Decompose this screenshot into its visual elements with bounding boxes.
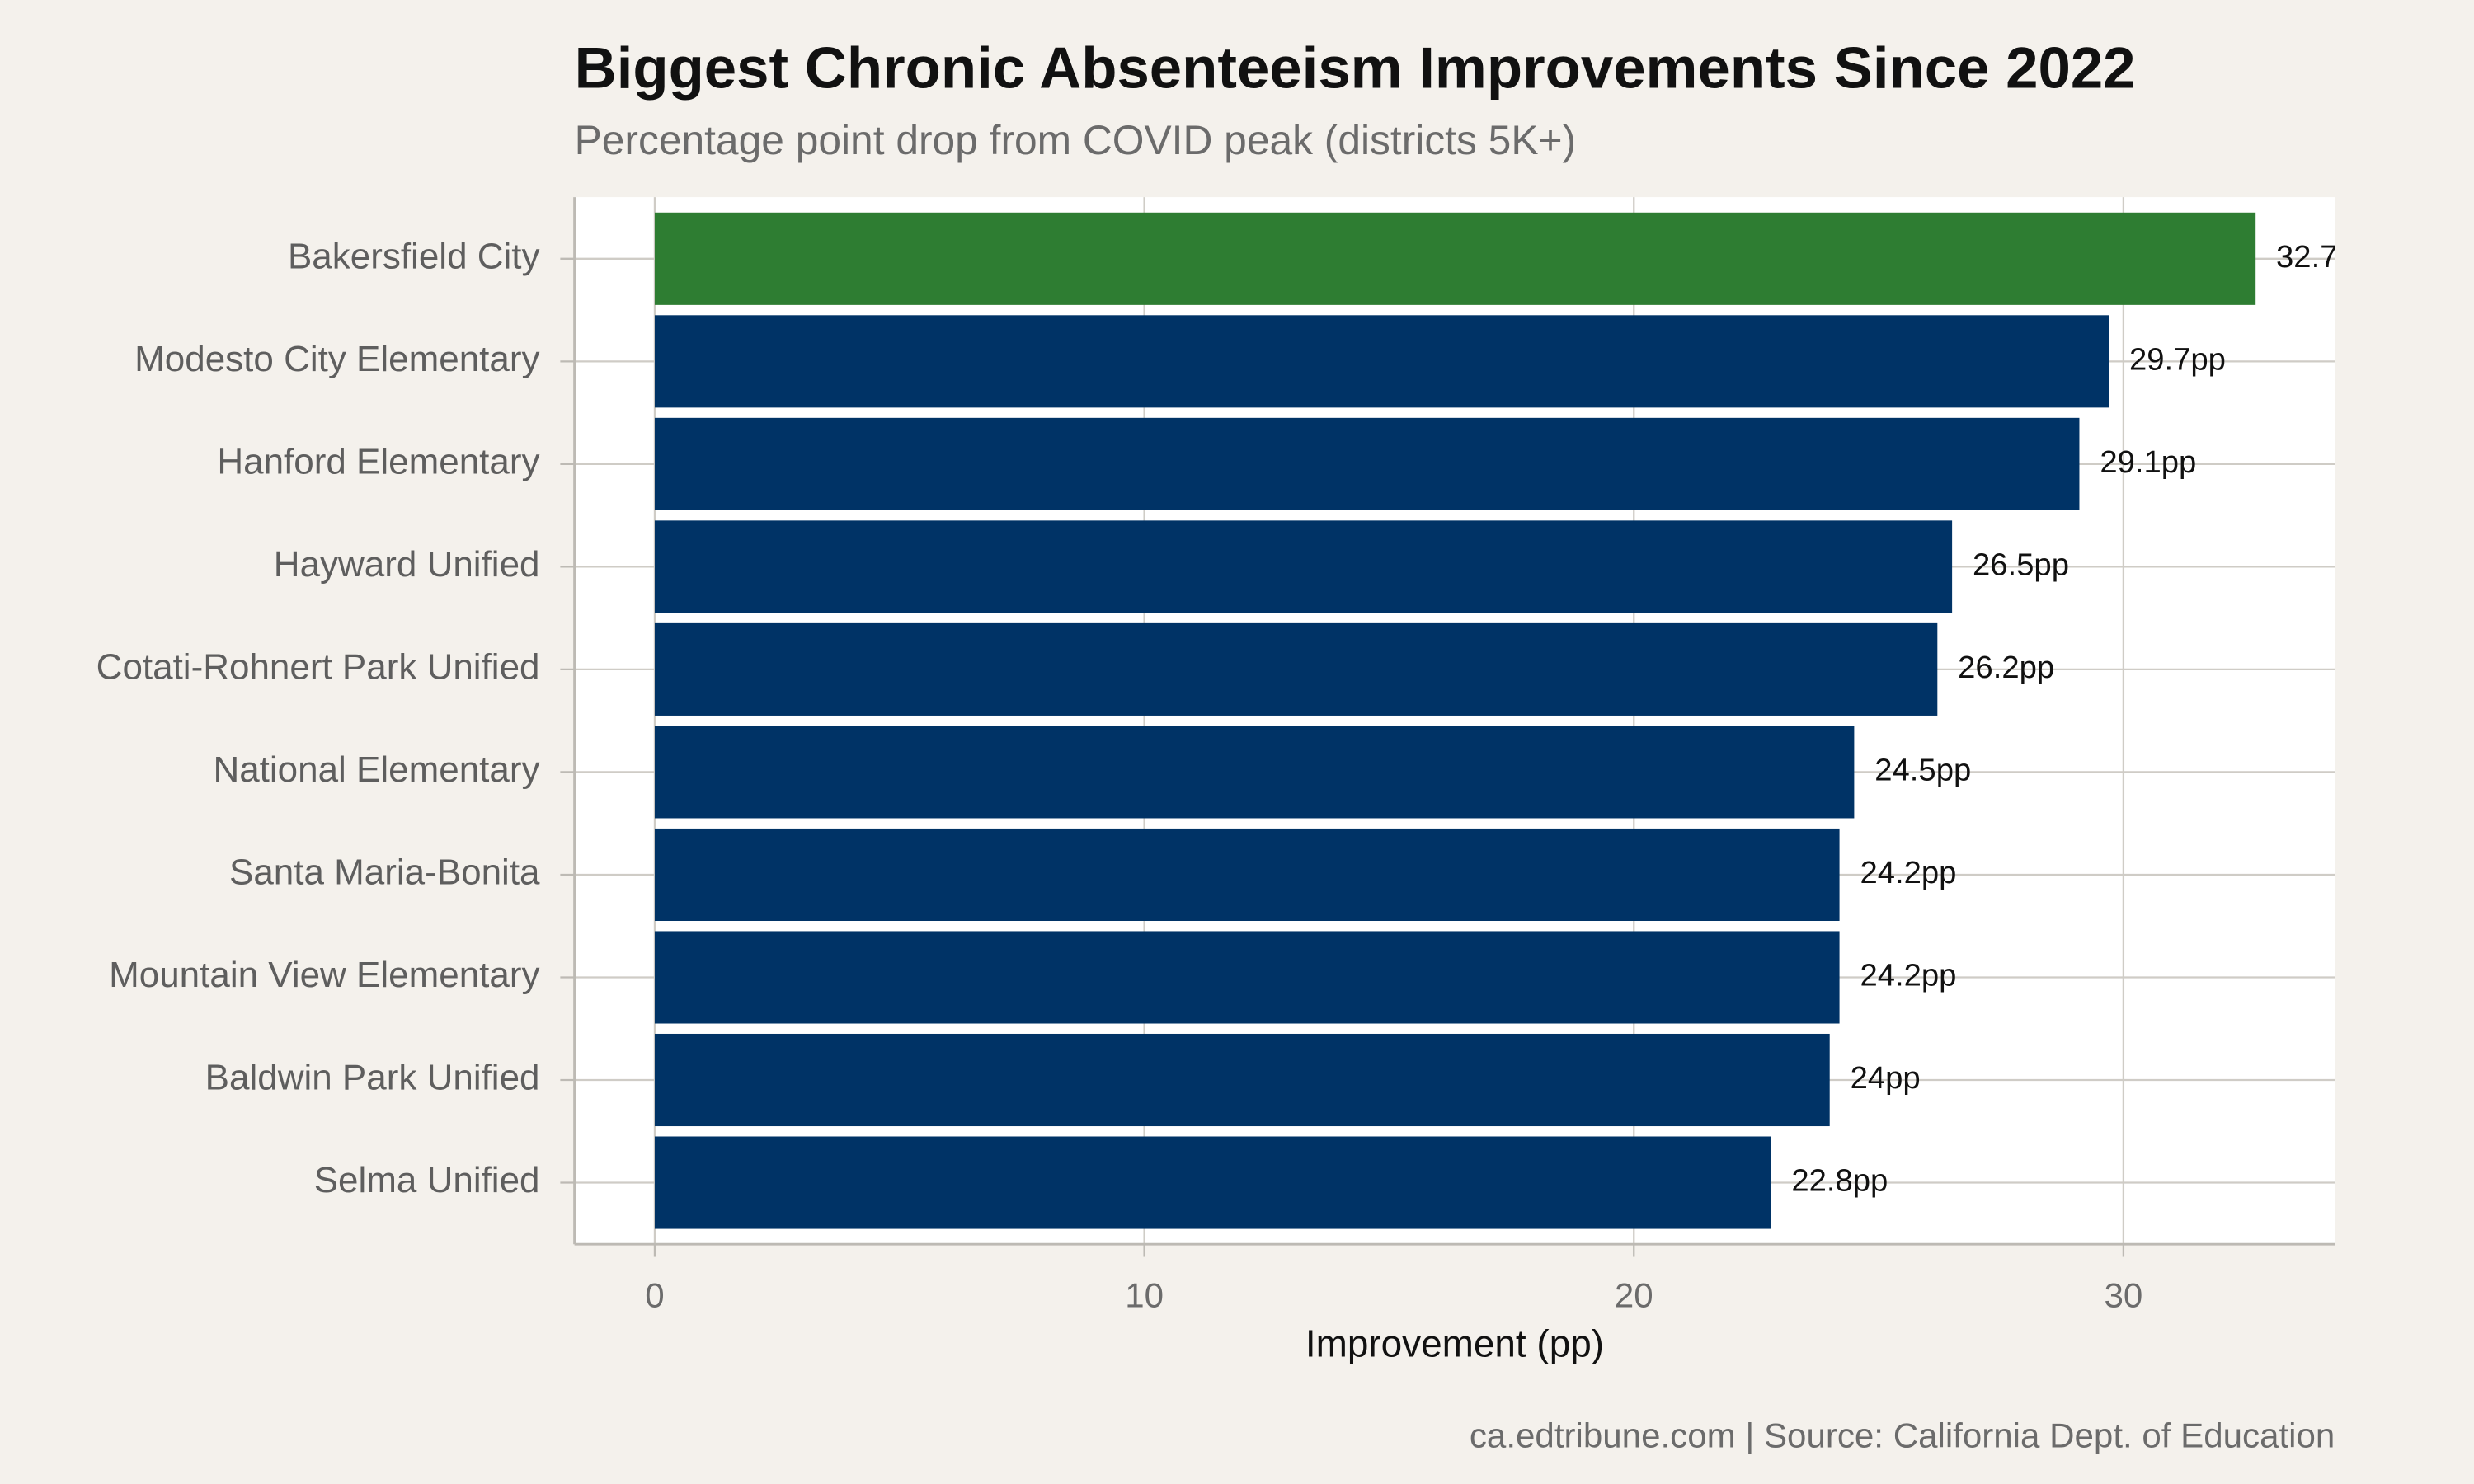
x-tick-label: 10 (1125, 1275, 1164, 1314)
bar (654, 417, 2080, 510)
value-label: 24pp (1851, 1060, 1921, 1096)
y-tick-label: Bakersfield City (288, 236, 540, 276)
value-label: 24.2pp (1860, 855, 1956, 890)
bar (654, 622, 1938, 716)
bar (654, 1033, 1830, 1127)
bar (654, 520, 1953, 613)
value-label: 26.5pp (1973, 547, 2069, 583)
chart-title: Biggest Chronic Absenteeism Improvements… (575, 35, 2136, 101)
y-tick-label: Modesto City Elementary (134, 339, 539, 379)
y-tick-label: Santa Maria-Bonita (229, 852, 540, 893)
bar (654, 828, 1840, 921)
chart-subtitle: Percentage point drop from COVID peak (d… (575, 117, 1577, 163)
value-label: 24.2pp (1860, 958, 1956, 993)
y-tick-label: National Elementary (213, 749, 539, 790)
bar (654, 315, 2109, 408)
value-label: 24.5pp (1874, 753, 1971, 788)
value-label: 29.7pp (2129, 341, 2226, 377)
y-tick-label: Cotati-Rohnert Park Unified (96, 647, 540, 688)
x-axis-title: Improvement (pp) (1305, 1322, 1604, 1365)
value-label: 22.8pp (1791, 1163, 1888, 1199)
x-tick-label: 20 (1615, 1275, 1653, 1314)
bar (654, 931, 1840, 1024)
x-tick-label: 0 (645, 1275, 664, 1314)
value-label: 29.1pp (2100, 444, 2196, 480)
value-label: 26.2pp (1958, 650, 2054, 685)
caption: ca.edtribune.com | Source: California De… (1470, 1416, 2335, 1455)
y-tick-label: Selma Unified (314, 1160, 540, 1200)
value-label: 32.7pp (2276, 239, 2373, 275)
bar (654, 212, 2256, 305)
x-tick-label: 30 (2104, 1275, 2142, 1314)
bar (654, 1136, 1771, 1229)
bars: 32.7pp 29.7pp 29.1pp 26.5pp 26.2pp 24.5pp 24.2… (654, 212, 2373, 1229)
y-tick-label: Hayward Unified (274, 544, 540, 585)
y-tick-label: Hanford Elementary (217, 441, 539, 481)
y-tick-label: Baldwin Park Unified (205, 1058, 540, 1098)
y-tick-label: Mountain View Elementary (109, 955, 539, 995)
bar (654, 726, 1855, 819)
